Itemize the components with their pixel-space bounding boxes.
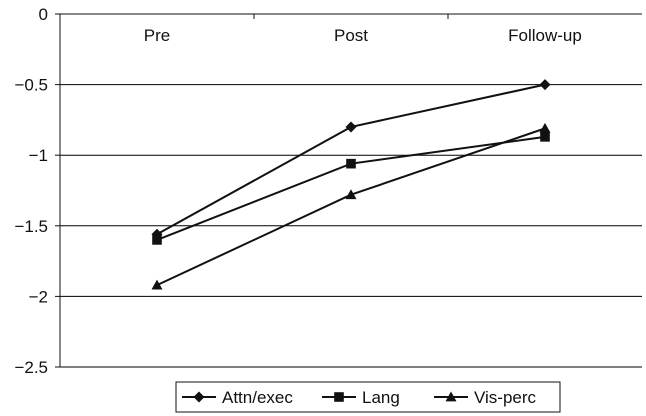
data-point [345, 189, 357, 200]
series-vis-perc [151, 122, 551, 290]
legend-label: Vis-perc [474, 388, 537, 407]
category-label: Pre [144, 26, 170, 45]
legend-label: Attn/exec [222, 388, 293, 407]
y-tick-label: −1 [29, 146, 48, 165]
data-point [540, 132, 550, 142]
axes [55, 13, 642, 368]
category-label: Post [334, 26, 368, 45]
legend-item: Attn/exec [182, 388, 293, 407]
legend-item: Lang [322, 388, 400, 407]
y-tick-labels: 0 −0.5 −1 −1.5 −2 −2.5 [14, 5, 48, 377]
legend-marker [334, 392, 344, 402]
data-point [151, 279, 163, 290]
series-lines [151, 79, 551, 290]
category-label: Follow-up [508, 26, 582, 45]
y-tick-label: −1.5 [14, 217, 48, 236]
y-tick-label: 0 [39, 5, 48, 24]
y-tick-label: −2 [29, 287, 48, 306]
y-tick-label: −0.5 [14, 76, 48, 95]
data-point [539, 122, 551, 133]
data-point [345, 121, 357, 133]
series-line [156, 127, 546, 287]
legend-item: Vis-perc [434, 388, 537, 407]
legend-marker [445, 391, 457, 402]
data-point [152, 235, 162, 245]
y-tick-label: −2.5 [14, 358, 48, 377]
data-point [539, 79, 551, 91]
legend-marker [193, 391, 205, 403]
series-line [156, 135, 546, 241]
category-labels: Pre Post Follow-up [144, 26, 582, 45]
legend-label: Lang [362, 388, 400, 407]
data-point [346, 158, 356, 169]
legend: Attn/exec Lang Vis-perc [175, 381, 561, 413]
legend-box [175, 381, 561, 413]
series-lang [152, 132, 550, 245]
